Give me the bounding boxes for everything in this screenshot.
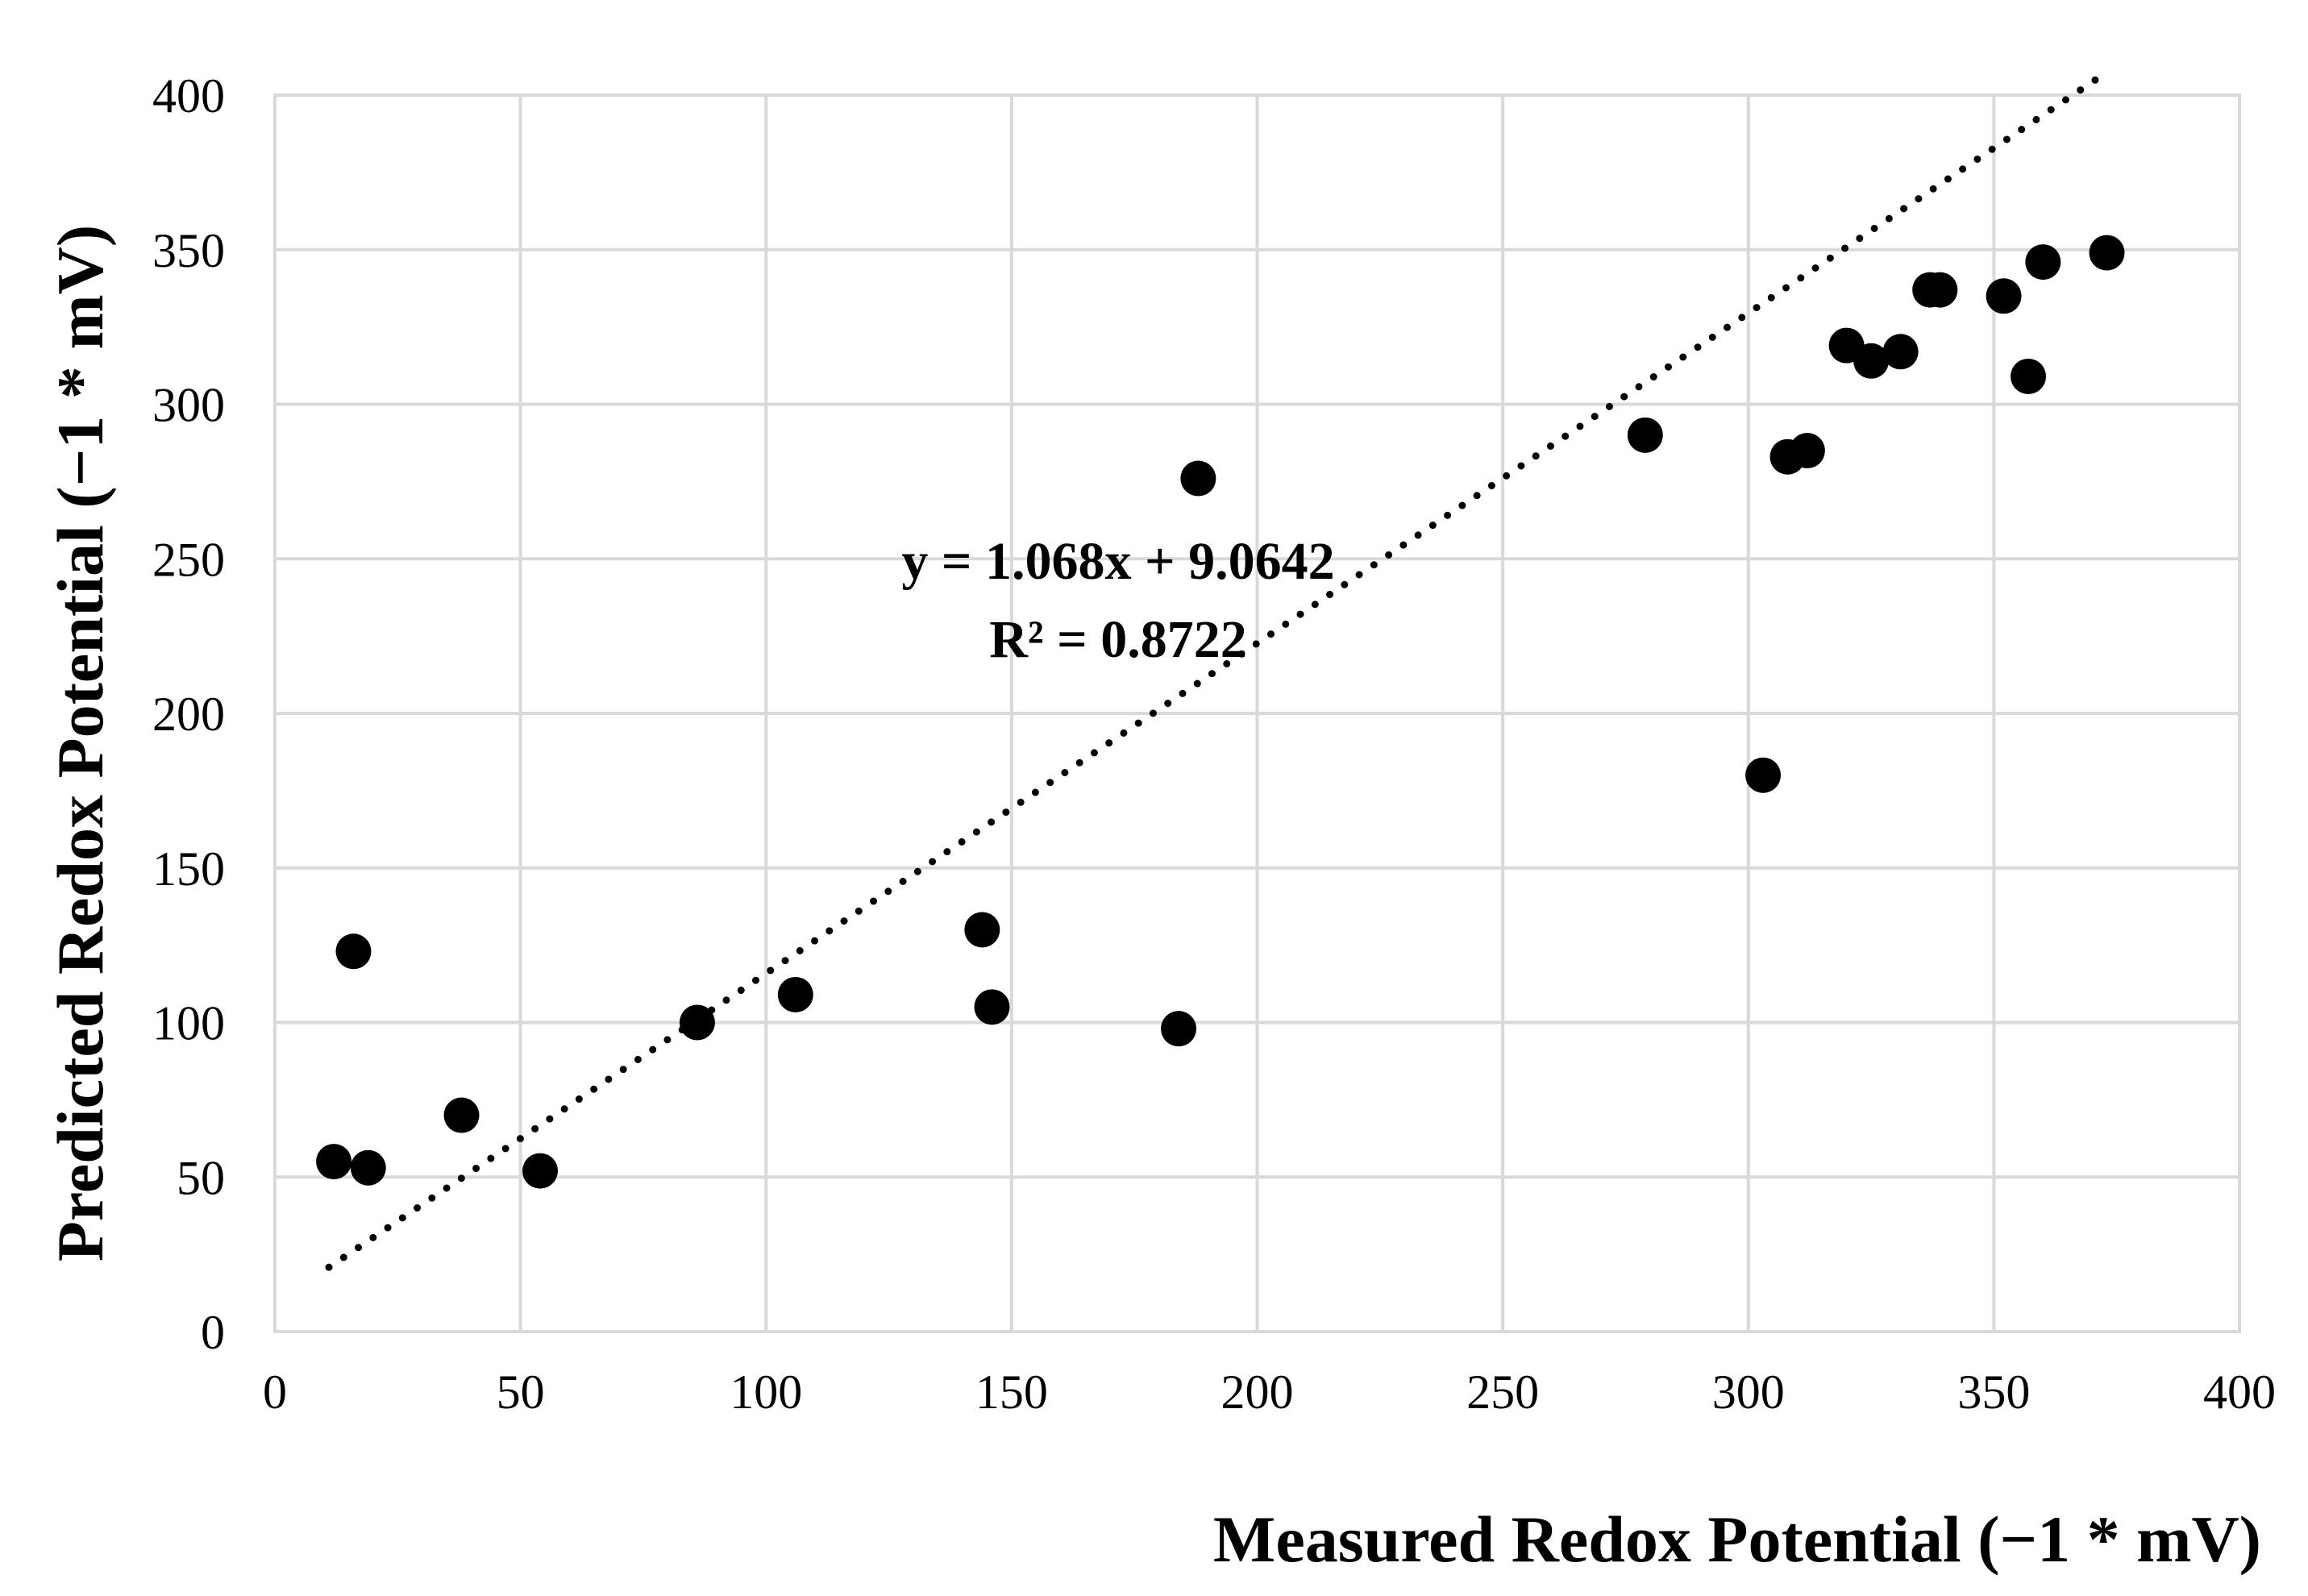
y-tick-label: 100 bbox=[152, 997, 225, 1050]
y-tick-label: 0 bbox=[201, 1306, 225, 1359]
data-points bbox=[316, 235, 2125, 1189]
trendline bbox=[325, 69, 2111, 1271]
x-axis-title: Measured Redox Potential (−1 * mV) bbox=[1213, 1502, 2261, 1576]
data-point bbox=[777, 976, 813, 1012]
y-tick-labels: 0 50 100 150 200 250 300 350 400 bbox=[152, 69, 225, 1359]
data-point bbox=[443, 1097, 480, 1133]
x-tick-label: 250 bbox=[1466, 1365, 1539, 1419]
y-tick-label: 150 bbox=[152, 842, 225, 896]
data-point bbox=[1627, 417, 1663, 453]
y-tick-label: 50 bbox=[177, 1151, 225, 1204]
data-point bbox=[1161, 1011, 1197, 1047]
data-point bbox=[2011, 358, 2047, 394]
data-point bbox=[1853, 343, 1890, 379]
y-tick-label: 300 bbox=[152, 379, 225, 432]
data-point bbox=[1986, 278, 2022, 314]
x-tick-label: 300 bbox=[1712, 1365, 1785, 1419]
data-point bbox=[2089, 235, 2125, 271]
data-point bbox=[1789, 433, 1825, 469]
data-point bbox=[964, 912, 1000, 948]
y-tick-label: 200 bbox=[152, 688, 225, 741]
trendline-group bbox=[325, 69, 2111, 1271]
x-tick-label: 200 bbox=[1221, 1365, 1294, 1419]
data-point bbox=[316, 1144, 352, 1180]
y-tick-label: 350 bbox=[152, 224, 225, 277]
trendline-equation: y = 1.068x + 9.0642 bbox=[901, 532, 1334, 591]
data-point bbox=[1745, 757, 1782, 793]
x-tick-label: 400 bbox=[2203, 1365, 2276, 1419]
plot-frame bbox=[273, 94, 2241, 1333]
data-point bbox=[974, 989, 1010, 1025]
x-tick-label: 150 bbox=[975, 1365, 1048, 1419]
data-point bbox=[1922, 272, 1958, 308]
data-point bbox=[350, 1149, 386, 1186]
data-point bbox=[1180, 460, 1216, 497]
x-tick-label: 100 bbox=[730, 1365, 802, 1419]
x-tick-label: 0 bbox=[263, 1365, 287, 1419]
data-point bbox=[1882, 334, 1919, 370]
data-point bbox=[335, 933, 372, 970]
data-point bbox=[2025, 244, 2061, 281]
x-tick-label: 50 bbox=[497, 1365, 545, 1419]
y-tick-label: 250 bbox=[152, 533, 225, 586]
r-squared-label: R² = 0.8722 bbox=[989, 610, 1247, 669]
plot-border bbox=[273, 94, 2241, 1333]
x-tick-label: 350 bbox=[1957, 1365, 2030, 1419]
data-point bbox=[679, 1004, 715, 1041]
data-point bbox=[522, 1153, 558, 1189]
y-axis-title: Predicted Redox Potential (−1 * mV) bbox=[44, 225, 117, 1261]
x-tick-labels: 0 50 100 150 200 250 300 350 400 bbox=[263, 1365, 2276, 1419]
y-tick-label: 400 bbox=[152, 69, 225, 123]
